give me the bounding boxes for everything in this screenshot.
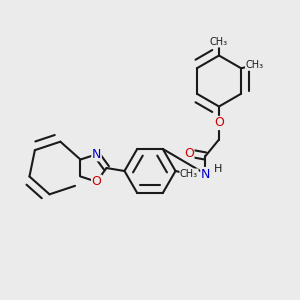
Text: H: H xyxy=(214,164,222,174)
Text: CH₃: CH₃ xyxy=(180,169,198,179)
Text: N: N xyxy=(201,167,210,181)
Text: N: N xyxy=(92,148,101,161)
Text: O: O xyxy=(92,175,101,188)
Text: CH₃: CH₃ xyxy=(210,37,228,47)
Text: CH₃: CH₃ xyxy=(245,60,264,70)
Text: O: O xyxy=(184,146,194,160)
Text: O: O xyxy=(214,116,224,130)
